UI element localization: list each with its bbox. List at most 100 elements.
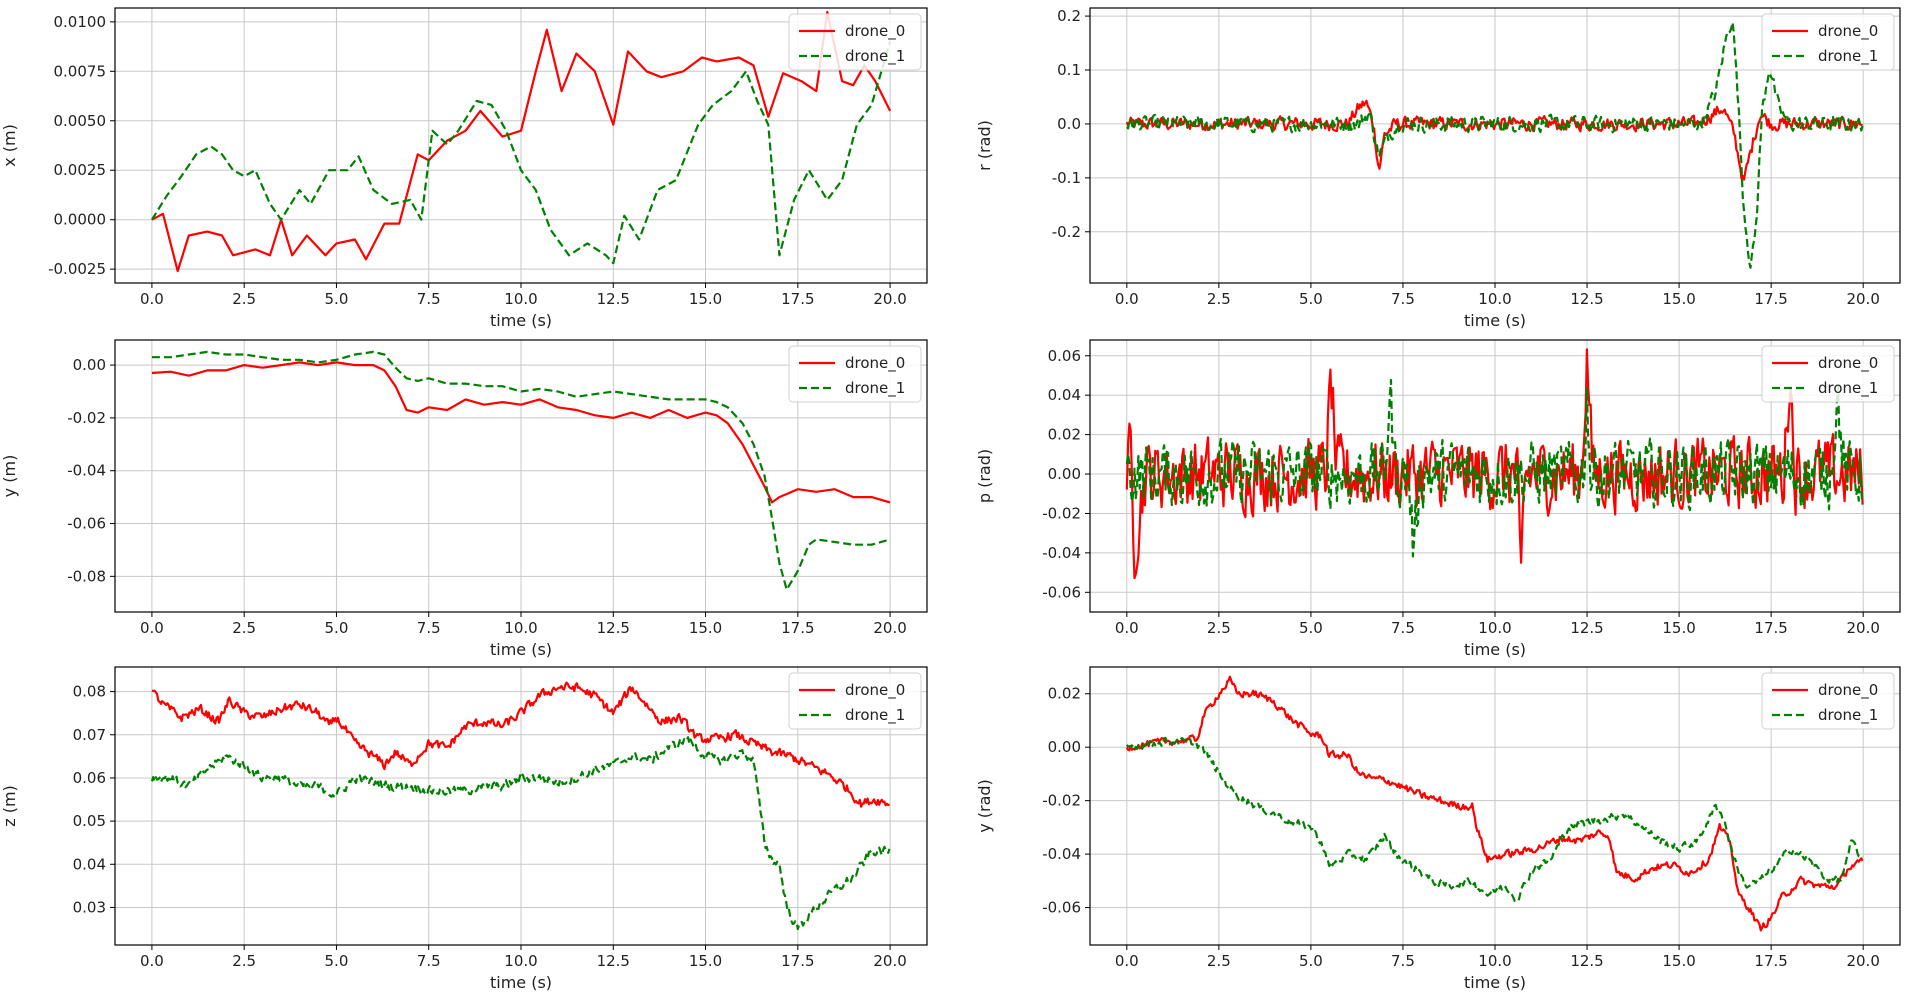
x-tick-label: 17.5 <box>1754 952 1787 970</box>
y-tick-label: -0.04 <box>1042 544 1081 562</box>
y-tick-label: -0.04 <box>67 462 106 480</box>
x-tick-label: 12.5 <box>597 619 630 637</box>
x-tick-label: 7.5 <box>1391 952 1415 970</box>
series-line-drone_1 <box>1125 736 1864 903</box>
chart-bottom-right: 0.0 2.5 5.0 7.5 10.0 12.5 15.0 17.5 20.0 -0.06 -0.… <box>975 666 1901 992</box>
y-tick-label: 0.0000 <box>54 211 107 229</box>
legend-box <box>788 13 922 71</box>
x-tick-label: 20.0 <box>873 952 906 970</box>
x-tick-label: 10.0 <box>504 619 537 637</box>
series-line-drone_0 <box>151 681 890 808</box>
y-axis-label: r (rad) <box>975 120 994 171</box>
y-tick-label: 0.05 <box>73 812 106 830</box>
y-tick-label: -0.02 <box>67 409 106 427</box>
y-tick-label: 0.02 <box>1048 426 1081 444</box>
plot-frame <box>1089 666 1901 946</box>
y-tick-label: 0.02 <box>1048 685 1081 703</box>
plot-frame <box>114 7 928 284</box>
y-tick-label: 0.04 <box>1048 386 1081 404</box>
x-tick-label: 2.5 <box>232 952 256 970</box>
legend-label-drone_1: drone_1 <box>845 706 905 725</box>
x-tick-label: 0.0 <box>140 619 164 637</box>
x-tick-label: 17.5 <box>1754 290 1787 308</box>
legend-box <box>788 345 922 403</box>
x-tick-label: 15.0 <box>1662 952 1695 970</box>
x-tick-label: 10.0 <box>1478 952 1511 970</box>
legend-label-drone_0: drone_0 <box>845 681 905 700</box>
y-tick-label: -0.2 <box>1052 223 1081 241</box>
y-tick-label: 0.0 <box>1057 115 1081 133</box>
x-tick-label: 10.0 <box>1478 619 1511 637</box>
series-line-drone_0 <box>151 10 892 273</box>
legend: drone_0 drone_1 <box>788 345 922 403</box>
x-tick-label: 17.5 <box>781 290 814 308</box>
y-tick-label: 0.1 <box>1057 61 1081 79</box>
x-tick-label: 20.0 <box>1846 619 1879 637</box>
x-axis-label: time (s) <box>1464 640 1526 659</box>
x-tick-label: 5.0 <box>1299 952 1323 970</box>
chart-middle-right: 0.0 2.5 5.0 7.5 10.0 12.5 15.0 17.5 20.0 -0.06 -0.… <box>975 339 1901 659</box>
x-tick-label: 2.5 <box>232 290 256 308</box>
x-tick-label: 17.5 <box>1754 619 1787 637</box>
chart-middle-left: 0.0 2.5 5.0 7.5 10.0 12.5 15.0 17.5 20.0 -0.08 -0.… <box>0 339 928 659</box>
series-line-drone_1 <box>1126 21 1864 269</box>
y-tick-label: 0.08 <box>73 683 106 701</box>
x-tick-label: 20.0 <box>1846 290 1879 308</box>
y-tick-label: 0.2 <box>1057 7 1081 25</box>
legend-box <box>1761 345 1895 403</box>
series-line-drone_1 <box>151 350 891 591</box>
x-tick-label: 12.5 <box>1570 290 1603 308</box>
x-tick-label: 10.0 <box>504 290 537 308</box>
x-tick-label: 0.0 <box>1115 952 1139 970</box>
legend-label-drone_0: drone_0 <box>845 354 905 373</box>
x-tick-label: 20.0 <box>873 619 906 637</box>
legend-label-drone_1: drone_1 <box>845 47 905 66</box>
legend-box <box>788 672 922 730</box>
x-tick-label: 20.0 <box>873 290 906 308</box>
y-tick-label: -0.02 <box>1042 792 1081 810</box>
series-line-drone_1 <box>1125 378 1864 558</box>
x-tick-label: 12.5 <box>597 290 630 308</box>
y-tick-label: -0.04 <box>1042 845 1081 863</box>
y-tick-label: 0.07 <box>73 726 106 744</box>
x-tick-label: 5.0 <box>1299 290 1323 308</box>
x-axis-label: time (s) <box>490 311 552 330</box>
series-line-drone_0 <box>1125 675 1864 932</box>
legend-label-drone_0: drone_0 <box>1818 681 1878 700</box>
y-tick-label: 0.0075 <box>54 62 107 80</box>
x-tick-label: 0.0 <box>1115 619 1139 637</box>
x-tick-label: 10.0 <box>1478 290 1511 308</box>
y-tick-label: -0.08 <box>67 567 106 585</box>
legend-label-drone_1: drone_1 <box>1818 47 1878 66</box>
y-tick-label: -0.06 <box>67 515 106 533</box>
x-tick-label: 2.5 <box>1207 952 1231 970</box>
x-tick-label: 15.0 <box>689 619 722 637</box>
x-tick-label: 7.5 <box>1391 290 1415 308</box>
x-tick-label: 5.0 <box>325 290 349 308</box>
y-tick-label: 0.04 <box>73 855 106 873</box>
y-axis-label: p (rad) <box>975 449 994 503</box>
x-axis-label: time (s) <box>1464 973 1526 992</box>
x-tick-label: 0.0 <box>1115 290 1139 308</box>
y-tick-label: 0.03 <box>73 898 106 916</box>
x-axis-label: time (s) <box>490 640 552 659</box>
x-tick-label: 12.5 <box>597 952 630 970</box>
x-tick-label: 0.0 <box>140 952 164 970</box>
y-tick-label: -0.06 <box>1042 583 1081 601</box>
x-tick-label: 15.0 <box>1662 619 1695 637</box>
chart-bottom-left: 0.0 2.5 5.0 7.5 10.0 12.5 15.0 17.5 20.0 0.03 0.04… <box>0 666 928 992</box>
y-axis-label: y (m) <box>0 455 19 498</box>
legend: drone_0 drone_1 <box>1761 672 1895 730</box>
x-tick-label: 15.0 <box>1662 290 1695 308</box>
x-tick-label: 20.0 <box>1846 952 1879 970</box>
y-tick-label: 0.06 <box>1048 347 1081 365</box>
y-tick-label: 0.0050 <box>54 112 107 130</box>
legend-label-drone_0: drone_0 <box>1818 22 1878 41</box>
legend-label-drone_1: drone_1 <box>845 379 905 398</box>
x-tick-label: 17.5 <box>781 952 814 970</box>
plot-frame <box>1089 339 1901 613</box>
x-tick-label: 5.0 <box>325 619 349 637</box>
x-tick-label: 17.5 <box>781 619 814 637</box>
legend-label-drone_0: drone_0 <box>845 22 905 41</box>
